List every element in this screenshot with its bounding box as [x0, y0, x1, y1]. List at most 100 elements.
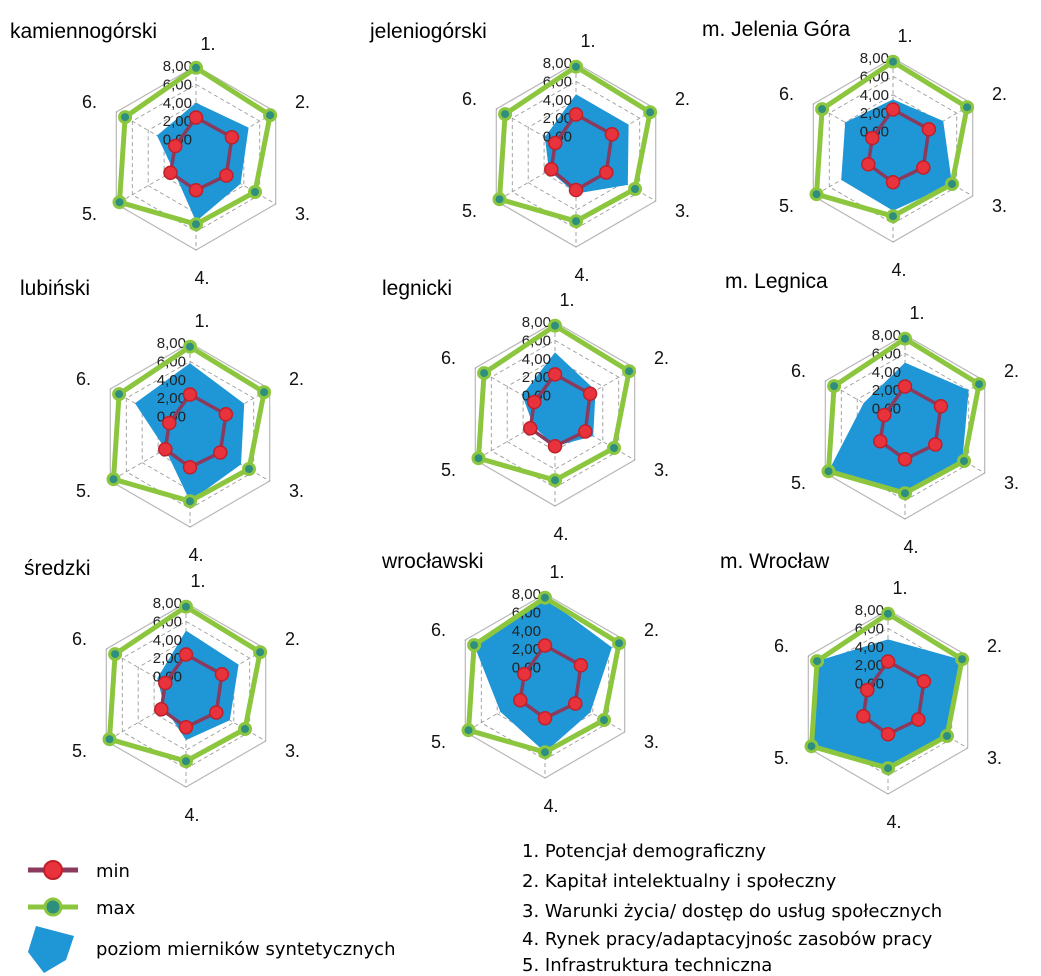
- axis-label: 4.: [891, 260, 906, 280]
- max-point: [898, 486, 912, 501]
- min-point: [527, 394, 542, 410]
- max-point: [886, 54, 900, 69]
- max-point: [263, 108, 278, 123]
- legend-max-marker: [43, 897, 63, 917]
- min-point: [897, 379, 913, 394]
- axis-label: 4.: [903, 537, 918, 557]
- axis-label: 6.: [791, 361, 806, 381]
- min-point: [163, 165, 178, 180]
- min-point: [219, 168, 234, 183]
- axis-label: 3.: [992, 196, 1007, 216]
- max-point: [940, 729, 954, 743]
- min-point: [523, 421, 538, 436]
- max-point: [612, 636, 627, 651]
- min-point: [188, 110, 204, 125]
- axis-label: 6.: [76, 369, 91, 389]
- indicator-list: 1. Potencjał demograficzny 2. Kapitał in…: [522, 841, 942, 976]
- tick-label: 4,00: [512, 623, 541, 640]
- radar-panel: kamiennogórski0,002,004,006,008,001.2.3.…: [10, 20, 310, 288]
- axis-label: 6.: [72, 629, 87, 649]
- tick-label: 2,00: [872, 382, 901, 399]
- axis-label: 2.: [285, 629, 300, 649]
- min-point: [860, 682, 875, 698]
- min-point: [916, 674, 932, 689]
- min-point: [178, 647, 194, 662]
- max-point: [957, 454, 971, 468]
- axis-label: 4.: [194, 268, 209, 288]
- tick-label: 4,00: [163, 95, 192, 112]
- min-point: [154, 702, 169, 717]
- axis-label: 1.: [549, 562, 564, 582]
- area-series-polygon: [135, 363, 245, 502]
- max-point: [960, 100, 975, 115]
- axis-label: 3.: [295, 204, 310, 224]
- axis-label: 1.: [194, 311, 209, 331]
- tick-label: 2,00: [153, 650, 182, 667]
- min-point: [218, 407, 234, 422]
- max-point: [597, 713, 611, 727]
- min-point: [547, 438, 563, 454]
- min-point: [162, 415, 177, 431]
- max-point: [498, 107, 513, 122]
- max-point: [112, 195, 127, 210]
- axis-label: 4.: [188, 545, 203, 565]
- max-point: [538, 590, 552, 605]
- axis-label: 4.: [553, 524, 568, 544]
- max-point: [821, 464, 836, 479]
- axis-label: 6.: [431, 620, 446, 640]
- indicator-item-3: 3. Warunki życia/ dostęp do usług społec…: [522, 901, 942, 922]
- min-point: [224, 130, 240, 145]
- max-point: [881, 761, 895, 776]
- indicator-item-1: 1. Potencjał demograficzny: [522, 841, 766, 862]
- axis-label: 5.: [431, 732, 446, 752]
- tick-label: 8,00: [543, 55, 572, 72]
- max-point: [179, 599, 193, 614]
- axis-label: 5.: [76, 481, 91, 501]
- area-series-polygon: [811, 639, 962, 769]
- min-point: [599, 165, 614, 180]
- axis-label: 3.: [644, 732, 659, 752]
- min-point: [897, 451, 913, 467]
- panel-title: m. Wrocław: [720, 550, 830, 573]
- max-point: [815, 102, 830, 117]
- radar-panel: jeleniogórski0,002,004,006,008,001.2.3.4…: [369, 20, 690, 285]
- max-point: [810, 654, 825, 669]
- max-point: [461, 723, 476, 738]
- max-point: [492, 192, 507, 207]
- min-point: [548, 135, 563, 151]
- max-point: [548, 318, 562, 333]
- indicator-item-2: 2. Kapitał intelektualny i społeczny: [522, 871, 837, 892]
- axis-label: 5.: [82, 204, 97, 224]
- tick-label: 2,00: [860, 105, 889, 122]
- min-point: [517, 666, 532, 682]
- max-point: [189, 217, 203, 232]
- max-point: [945, 177, 959, 191]
- min-point: [856, 709, 871, 724]
- min-point: [537, 638, 553, 653]
- min-point: [921, 122, 937, 137]
- min-point: [861, 157, 876, 172]
- min-point: [568, 696, 583, 711]
- radar-panel: m. Jelenia Góra0,002,004,006,008,001.2.3…: [702, 18, 1007, 280]
- legend-area-label: poziom mierników syntetycznych: [96, 939, 396, 960]
- tick-label: 2,00: [512, 641, 541, 658]
- min-point: [877, 407, 892, 423]
- axis-label: 4.: [184, 805, 199, 825]
- max-point: [569, 59, 583, 74]
- min-point: [188, 182, 204, 198]
- axis-label: 3.: [654, 460, 669, 480]
- tick-label: 4,00: [157, 372, 186, 389]
- min-point: [544, 162, 559, 177]
- max-point: [238, 722, 252, 736]
- axis-label: 6.: [462, 89, 477, 109]
- axis-label: 5.: [72, 741, 87, 761]
- max-point: [183, 339, 197, 354]
- axis-label: 1.: [200, 34, 215, 54]
- indicator-item-4: 4. Rynek pracy/adaptacyjnośc zasobów pra…: [522, 929, 933, 950]
- min-point: [168, 138, 183, 154]
- axis-label: 1.: [897, 26, 912, 46]
- panel-title: lubiński: [20, 277, 90, 300]
- min-point: [158, 675, 173, 691]
- max-point: [607, 441, 621, 455]
- panel-title: legnicki: [382, 277, 452, 300]
